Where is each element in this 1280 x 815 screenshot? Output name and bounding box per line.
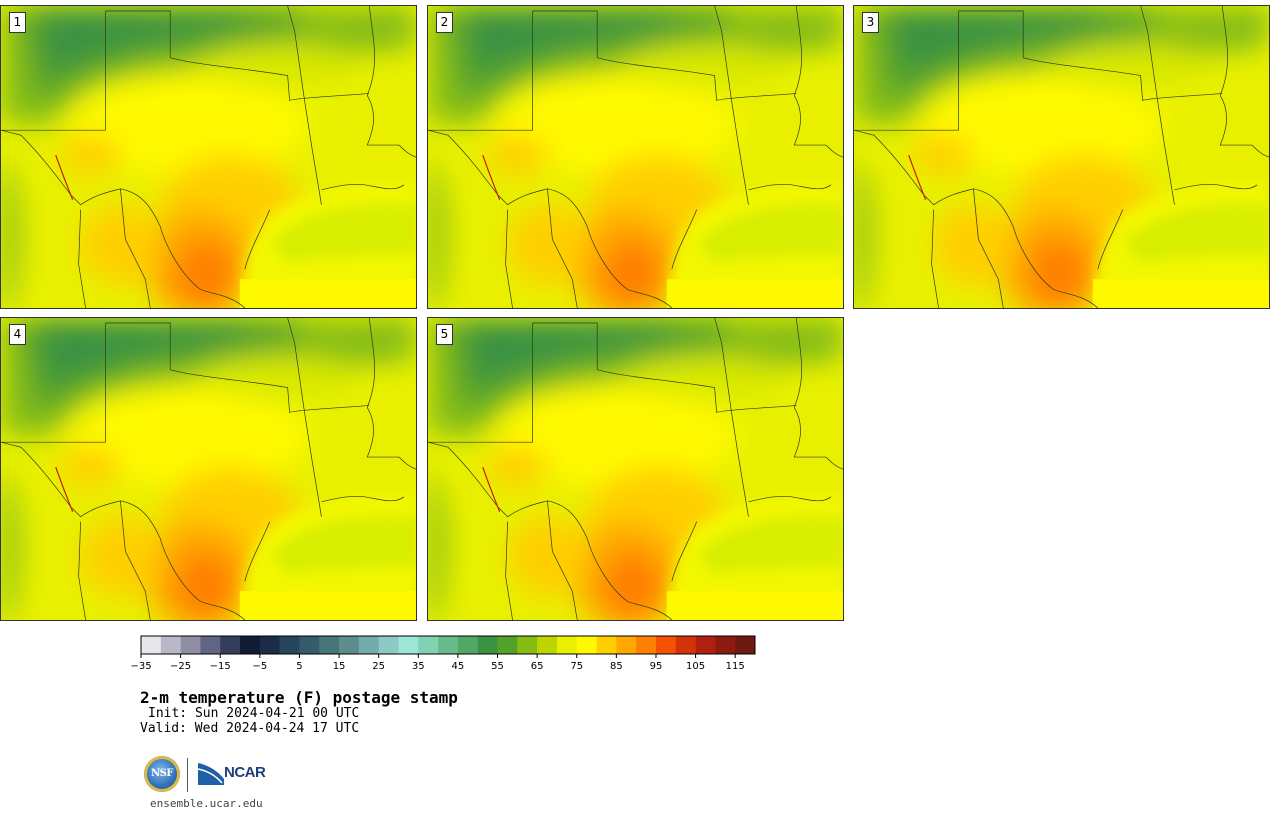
colorbar-tick-label: −5 (252, 661, 267, 672)
website-link[interactable]: ensemble.ucar.edu (150, 797, 263, 810)
nsf-logo: NSF (144, 756, 180, 792)
colorbar-swatch (378, 636, 399, 654)
colorbar-swatch (160, 636, 181, 654)
colorbar-frame (140, 635, 756, 655)
temperature-map (1, 6, 416, 308)
logo-divider (187, 758, 188, 792)
temperature-map (854, 6, 1269, 308)
colorbar-swatch (220, 636, 241, 654)
colorbar-tick-label: 25 (372, 661, 385, 672)
colorbar-tick-label: −15 (210, 661, 231, 672)
colorbar-tick-label: 85 (610, 661, 623, 672)
panel-label: 4 (9, 324, 26, 345)
colorbar-tick-label: 75 (570, 661, 583, 672)
panel-label: 5 (436, 324, 453, 345)
colorbar-swatch (279, 636, 300, 654)
colorbar-tick-label: 115 (726, 661, 745, 672)
colorbar-swatch (418, 636, 439, 654)
ncar-logo: NCAR (224, 764, 266, 781)
colorbar-swatch (596, 636, 617, 654)
colorbar-tick-label: 15 (333, 661, 346, 672)
colorbar-swatch (240, 636, 261, 654)
colorbar-swatch (477, 636, 498, 654)
colorbar-tick-label: 35 (412, 661, 425, 672)
colorbar-swatch (517, 636, 538, 654)
colorbar-swatch (141, 636, 162, 654)
colorbar-swatch (497, 636, 518, 654)
colorbar-tick-label: 65 (531, 661, 544, 672)
colorbar-swatch (616, 636, 637, 654)
colorbar-tick-label: 5 (296, 661, 302, 672)
ncar-mark-icon (198, 763, 224, 785)
page-title: 2-m temperature (F) postage stamp (140, 688, 458, 707)
colorbar-swatch (358, 636, 379, 654)
colorbar-swatch (675, 636, 696, 654)
colorbar-swatch (576, 636, 597, 654)
map-panel-1: 1 (0, 5, 417, 309)
colorbar-swatch (299, 636, 320, 654)
colorbar-swatch (319, 636, 340, 654)
panel-label: 1 (9, 12, 26, 33)
colorbar-swatch (537, 636, 558, 654)
colorbar-svg: −35 −25 −15 −5 5 15 25 35 45 55 65 75 85 95 105 115 (130, 635, 756, 672)
colorbar: −35 −25 −15 −5 5 15 25 35 45 55 65 75 85 95 105 115 (130, 635, 756, 672)
temperature-map (428, 6, 843, 308)
panel-label: 2 (436, 12, 453, 33)
colorbar-tick-label: −35 (130, 661, 151, 672)
temperature-map (428, 318, 843, 620)
panel-label: 3 (862, 12, 879, 33)
map-panel-4: 4 (0, 317, 417, 621)
valid-time: Valid: Wed 2024-04-24 17 UTC (140, 721, 360, 736)
map-panel-2: 2 (427, 5, 844, 309)
init-time: Init: Sun 2024-04-21 00 UTC (148, 706, 360, 721)
colorbar-swatch (636, 636, 657, 654)
colorbar-swatch (259, 636, 280, 654)
colorbar-swatch (200, 636, 221, 654)
colorbar-tick-label: 95 (650, 661, 663, 672)
colorbar-swatch (556, 636, 578, 654)
map-panel-5: 5 (427, 317, 844, 621)
colorbar-swatch (655, 636, 677, 654)
colorbar-swatch (398, 636, 419, 654)
map-panel-3: 3 (853, 5, 1270, 309)
colorbar-swatch (180, 636, 201, 654)
temperature-map (1, 318, 416, 620)
colorbar-swatch (735, 636, 756, 654)
colorbar-tick-label: 45 (452, 661, 465, 672)
colorbar-tick-label: 105 (686, 661, 705, 672)
colorbar-swatch (438, 636, 459, 654)
colorbar-swatch (457, 636, 479, 654)
colorbar-tick-label: −25 (170, 661, 191, 672)
colorbar-swatch (695, 636, 716, 654)
colorbar-swatch (715, 636, 736, 654)
colorbar-swatch (339, 636, 360, 654)
logos: NSF NCAR (144, 756, 274, 794)
colorbar-tick-label: 55 (491, 661, 504, 672)
